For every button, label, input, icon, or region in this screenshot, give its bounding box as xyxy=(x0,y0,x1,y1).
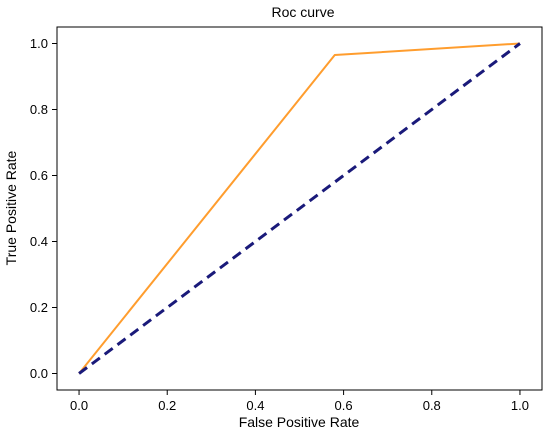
x-tick-label: 0.4 xyxy=(246,398,264,413)
series-layer xyxy=(78,42,521,375)
x-axis-title: False Positive Rate xyxy=(239,414,360,430)
roc-curve-line xyxy=(78,42,521,375)
x-tick-label: 1.0 xyxy=(511,398,529,413)
x-axis: 0.0 0.2 0.4 0.6 0.8 1.0 xyxy=(70,390,529,413)
diagonal-reference-line xyxy=(78,42,521,375)
y-tick-label: 1.0 xyxy=(30,36,48,51)
y-tick-label: 0.6 xyxy=(30,168,48,183)
y-axis-title: True Positive Rate xyxy=(3,150,19,265)
chart-title: Roc curve xyxy=(271,4,334,20)
y-tick-label: 0.4 xyxy=(30,234,48,249)
plot-area xyxy=(56,26,543,391)
x-tick-label: 0.0 xyxy=(70,398,88,413)
y-tick-label: 0.0 xyxy=(30,366,48,381)
x-tick-label: 0.8 xyxy=(423,398,441,413)
x-tick-label: 0.6 xyxy=(335,398,353,413)
y-tick-label: 0.8 xyxy=(30,102,48,117)
x-tick-label: 0.2 xyxy=(158,398,176,413)
y-tick-label: 0.2 xyxy=(30,300,48,315)
y-axis: 0.0 0.2 0.4 0.6 0.8 1.0 xyxy=(30,36,57,381)
